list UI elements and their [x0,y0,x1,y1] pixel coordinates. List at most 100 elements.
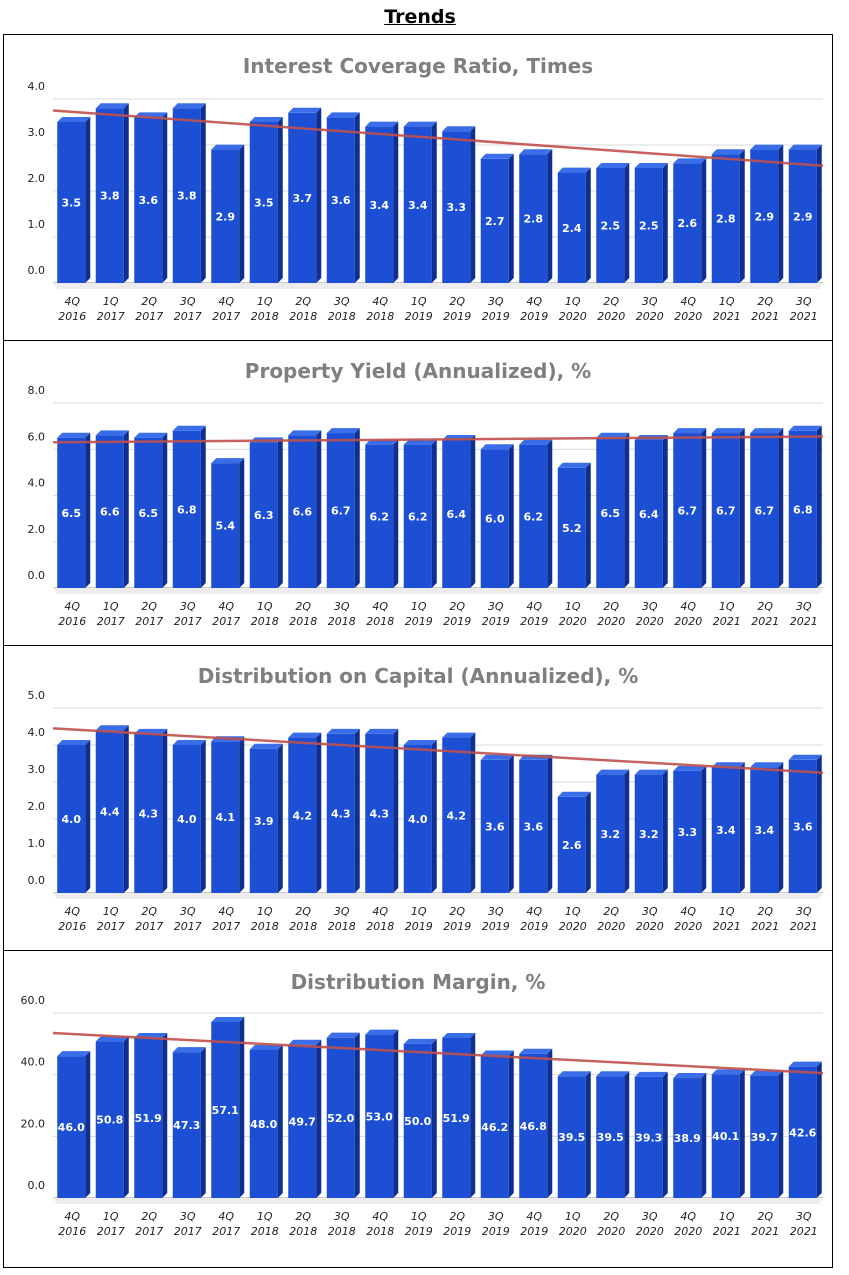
bar-top [596,163,630,168]
x-tick-label: 3Q [334,295,350,308]
data-label: 3.5 [62,197,82,210]
bar-front [596,774,625,893]
x-tick-label: 2Q [449,905,465,918]
x-tick-label: 2Q [757,600,773,613]
x-tick-label: 2019 [520,615,548,628]
bar-side [508,754,514,893]
chart-title: Property Yield (Annualized), % [245,359,591,383]
bar-front [750,433,779,588]
bar-side [85,117,91,283]
bar-top [480,153,514,159]
x-tick-label: 2018 [366,920,394,933]
bar [557,167,591,283]
x-tick-label: 4Q [680,600,696,613]
trend-line [52,727,824,774]
bar [57,432,91,588]
x-tick-label: 4Q [64,1210,80,1223]
bar-side [701,765,707,893]
x-tick-label: 2Q [449,600,465,613]
bar-side [778,762,784,893]
bar-front [57,1056,86,1198]
x-tick-label: 1Q [719,600,735,613]
bar-top [711,149,745,155]
bar-side [778,144,784,283]
x-tick-label: 2020 [674,1225,702,1238]
x-tick-label: 2019 [405,615,433,628]
x-tick-label: 2Q [141,905,157,918]
bar-top [557,462,591,468]
x-tick-label: 4Q [218,905,234,918]
chart-title: Interest Coverage Ratio, Times [243,54,593,78]
y-tick-label: 60.0 [21,994,46,1007]
bar-top [634,1071,668,1077]
x-tick-label: 2018 [289,1225,317,1238]
x-tick-label: 2Q [295,295,311,308]
bar-top [750,762,784,768]
x-tick-label: 2019 [482,310,510,323]
bar-side [85,1051,91,1198]
trend-line [52,1031,824,1075]
x-tick-label: 2018 [366,615,394,628]
bar [557,462,591,588]
bar-front [788,759,817,893]
x-tick-label: 2021 [751,310,779,323]
bar-front [596,437,625,588]
y-tick-label: 2.0 [28,523,46,536]
x-tick-label: 1Q [103,905,119,918]
x-tick-label: 2Q [295,600,311,613]
data-label: 3.2 [639,828,659,841]
bar-front [788,149,817,283]
x-tick-label: 2020 [597,310,625,323]
bar-side [354,428,360,588]
bar-side [239,458,245,588]
distribution-margin-chart: Distribution Margin, % 0.0 20.0 40.0 60.0 46.… [21,970,824,1238]
bar [211,458,245,588]
bar-top [788,754,822,760]
y-tick-label: 1.0 [28,218,46,231]
x-tick-label: 3Q [642,905,658,918]
bar [519,149,553,283]
bar [134,1032,168,1198]
x-tick-label: 4Q [372,600,388,613]
bar-front [480,158,509,283]
bar-top [211,144,245,150]
bar-top [442,732,476,738]
bar [596,163,630,283]
x-tick-label: 2016 [58,920,86,933]
x-tick-label: 2Q [141,1210,157,1223]
x-tick-label: 2019 [520,1225,548,1238]
bar-top [557,1071,591,1077]
bar [211,736,245,893]
bar-side [277,117,283,283]
data-label: 57.1 [212,1104,239,1117]
bar-side [393,121,399,283]
x-tick-label: 2020 [636,1225,664,1238]
bar-side [316,430,322,588]
x-tick-label: 3Q [180,1210,196,1223]
bar-top [57,1051,91,1057]
data-label: 51.9 [443,1112,470,1125]
x-tick-label: 1Q [103,600,119,613]
x-tick-label: 2020 [559,310,587,323]
bar-side [393,439,399,588]
bar-top [442,126,476,132]
bar [172,1047,206,1198]
x-tick-label: 1Q [411,600,427,613]
x-tick-label: 3Q [180,905,196,918]
data-label: 4.2 [447,809,467,822]
bar-side [431,439,437,588]
bar-side [239,1016,245,1198]
data-label: 4.1 [216,811,236,824]
data-label: 39.3 [635,1131,662,1144]
x-tick-label: 3Q [488,1210,504,1223]
bar [634,163,668,283]
bar [326,1032,360,1198]
bar-top [711,428,745,434]
x-tick-label: 2Q [141,600,157,613]
x-tick-label: 2021 [751,1225,779,1238]
x-tick-label: 2019 [443,310,471,323]
bar [57,740,91,893]
x-tick-label: 4Q [218,1210,234,1223]
bar [480,1050,514,1198]
bar [788,1061,822,1198]
